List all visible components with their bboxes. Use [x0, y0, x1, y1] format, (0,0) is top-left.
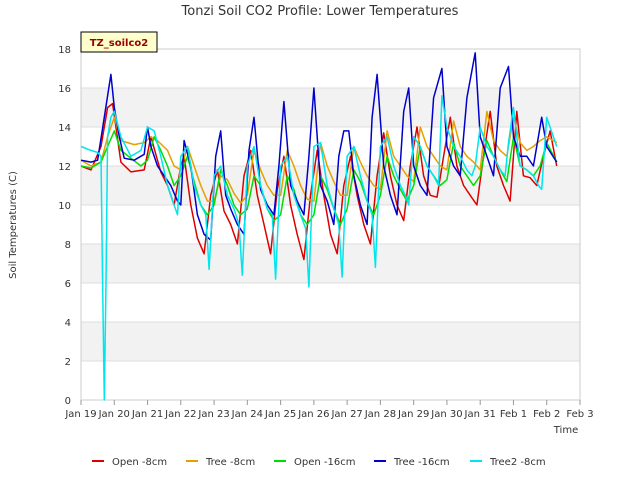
- x-tick-label: Jan 29: [397, 409, 429, 420]
- y-tick-label: 16: [58, 84, 71, 95]
- y-tick-label: 12: [58, 162, 71, 173]
- legend-item: Open -8cm: [92, 457, 167, 468]
- x-tick-label: Jan 23: [197, 409, 229, 420]
- series-line-3: [80, 52, 558, 241]
- y-tick-label: 6: [65, 279, 71, 290]
- chart-title: Tonzi Soil CO2 Profile: Lower Temperatur…: [181, 4, 459, 19]
- y-tick-label: 0: [65, 396, 71, 407]
- y-tick-label: 14: [58, 123, 71, 134]
- x-axis-ticks: Jan 19 Jan 20 Jan 21 Jan 22 Jan 23 Jan 24 Jan …: [64, 400, 594, 420]
- x-tick-label: Feb 1: [500, 409, 527, 420]
- series-line-1: [80, 110, 558, 204]
- x-axis-label: Time: [553, 425, 578, 436]
- legend-item: Tree -8cm: [186, 457, 255, 468]
- grid-band: [81, 88, 580, 127]
- x-tick-label: Jan 19: [64, 409, 96, 420]
- y-tick-label: 8: [65, 240, 71, 251]
- dataset-badge: TZ_soilco2: [80, 31, 158, 53]
- grid-bands: [81, 88, 580, 361]
- series-line-4: [80, 95, 558, 401]
- x-tick-label: Jan 22: [164, 409, 196, 420]
- x-tick-label: Feb 2: [533, 409, 560, 420]
- y-tick-label: 10: [58, 201, 71, 212]
- y-axis-ticks: 0 2 4 6 8 10 12 14 16 18: [58, 45, 71, 407]
- legend-label: Tree2 -8cm: [489, 457, 546, 468]
- y-tick-label: 18: [58, 45, 71, 56]
- legend-label: Open -8cm: [112, 457, 167, 468]
- legend-label: Open -16cm: [294, 457, 355, 468]
- x-tick-label: Jan 20: [98, 409, 130, 420]
- y-axis-label: Soil Temperatures (C): [8, 171, 19, 279]
- legend-label: Tree -16cm: [393, 457, 450, 468]
- x-tick-label: Jan 28: [364, 409, 396, 420]
- legend: Open -8cm Tree -8cm Open -16cm Tree -16cm Tr…: [92, 457, 546, 468]
- x-tick-label: Jan 27: [330, 409, 362, 420]
- x-tick-label: Jan 21: [131, 409, 163, 420]
- x-tick-label: Feb 3: [566, 409, 593, 420]
- legend-item: Tree2 -8cm: [470, 457, 546, 468]
- x-tick-label: Jan 26: [297, 409, 329, 420]
- series-lines: [80, 52, 558, 401]
- x-tick-label: Jan 30: [430, 409, 462, 420]
- grid-band: [81, 244, 580, 283]
- dataset-badge-label: TZ_soilco2: [90, 38, 149, 49]
- series-line-2: [80, 130, 558, 226]
- x-tick-label: Jan 24: [231, 409, 263, 420]
- x-tick-label: Jan 25: [264, 409, 296, 420]
- x-tick-label: Jan 31: [464, 409, 496, 420]
- legend-item: Tree -16cm: [374, 457, 450, 468]
- legend-label: Tree -8cm: [205, 457, 255, 468]
- grid-band: [81, 322, 580, 361]
- dataset-badge-box: [80, 31, 158, 53]
- plot-area-frame: [80, 48, 581, 401]
- y-tick-label: 2: [65, 357, 71, 368]
- legend-item: Open -16cm: [274, 457, 355, 468]
- y-tick-label: 4: [65, 318, 71, 329]
- series-line-0: [80, 102, 558, 261]
